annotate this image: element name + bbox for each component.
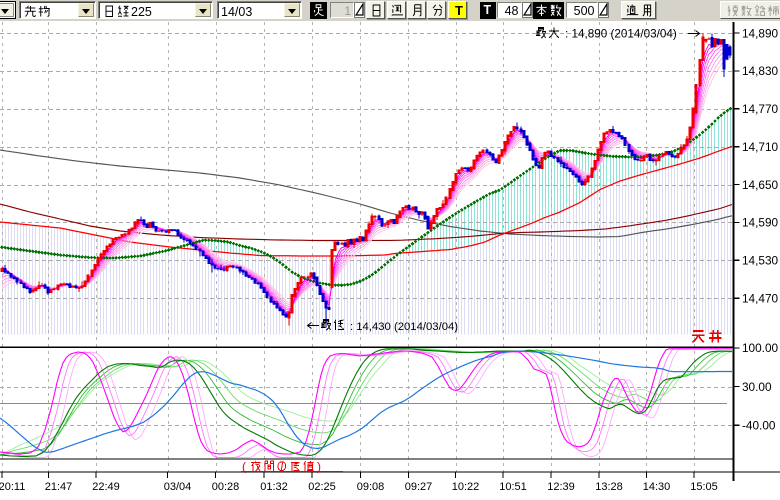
svg-text:100.00: 100.00 (742, 341, 779, 355)
svg-text:225: 225 (131, 5, 152, 19)
svg-text:(: ( (242, 460, 246, 474)
svg-text:00:28: 00:28 (212, 481, 240, 493)
svg-text:30.00: 30.00 (742, 380, 772, 394)
svg-text:12:39: 12:39 (547, 481, 575, 493)
svg-text:-40.00: -40.00 (742, 418, 776, 432)
svg-text:03/04: 03/04 (164, 481, 192, 493)
svg-text:: 14,890 (2014/03/04): : 14,890 (2014/03/04) (565, 28, 677, 41)
svg-text:15:05: 15:05 (690, 481, 718, 493)
svg-text:20:11: 20:11 (0, 481, 25, 493)
svg-text:): ) (317, 460, 321, 474)
svg-text:14:30: 14:30 (643, 481, 671, 493)
svg-text:22:49: 22:49 (92, 481, 120, 493)
svg-text:: 14,430 (2014/03/04): : 14,430 (2014/03/04) (350, 321, 458, 333)
svg-text:10:22: 10:22 (452, 481, 480, 493)
svg-text:14,770: 14,770 (742, 102, 779, 116)
svg-text:14,530: 14,530 (742, 254, 779, 268)
svg-text:14/03: 14/03 (221, 5, 252, 19)
svg-text:14,710: 14,710 (742, 140, 779, 154)
svg-text:21:47: 21:47 (45, 481, 73, 493)
svg-text:10:51: 10:51 (499, 481, 527, 493)
svg-text:02:25: 02:25 (308, 481, 336, 493)
svg-text:14,470: 14,470 (742, 291, 779, 305)
svg-text:14,830: 14,830 (742, 64, 779, 78)
svg-text:01:32: 01:32 (260, 481, 288, 493)
svg-text:09:27: 09:27 (405, 481, 433, 493)
svg-text:14,650: 14,650 (742, 178, 779, 192)
svg-text:14,590: 14,590 (742, 216, 779, 230)
svg-text:13:28: 13:28 (595, 481, 623, 493)
svg-text:14,890: 14,890 (742, 26, 779, 40)
svg-text:09:08: 09:08 (357, 481, 385, 493)
